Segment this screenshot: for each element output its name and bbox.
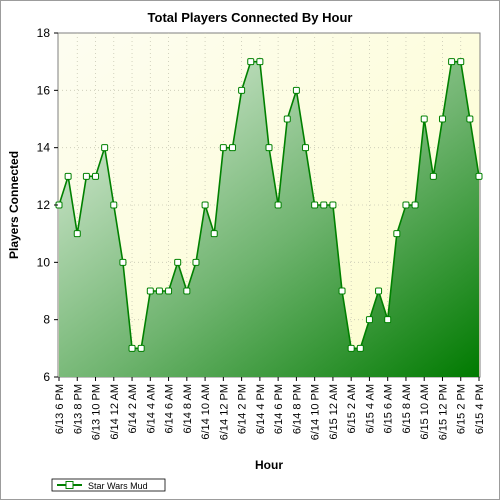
x-tick-label: 6/14 2 PM [237,384,249,434]
data-point-marker [393,230,401,238]
data-point-marker [356,344,364,352]
x-tick-label: 6/13 10 PM [91,384,103,440]
y-tick-label: 12 [37,198,51,212]
legend-marker-swatch [65,481,74,489]
data-point-marker [128,344,136,352]
x-tick-label: 6/15 2 PM [456,384,468,434]
x-tick-label: 6/13 6 PM [54,384,66,434]
x-tick-label: 6/15 6 AM [383,384,395,434]
data-point-marker [101,144,109,152]
data-point-marker [292,86,300,94]
data-point-marker [119,258,127,266]
data-point-marker [73,230,81,238]
x-tick-label: 6/15 2 AM [346,384,358,434]
data-point-marker [155,287,163,295]
data-point-marker [329,201,337,209]
x-tick-label: 6/14 6 AM [164,384,176,434]
x-axis-title: Hour [255,458,283,472]
x-tick-label: 6/14 2 AM [127,384,139,434]
data-point-marker [283,115,291,123]
data-point-marker [320,201,328,209]
data-point-marker [238,86,246,94]
y-tick-label: 10 [37,255,51,269]
legend-label: Star Wars Mud [88,481,148,491]
data-point-marker [219,144,227,152]
y-tick-label: 8 [43,313,50,327]
data-point-marker [384,316,392,324]
data-point-marker [420,115,428,123]
data-point-marker [165,287,173,295]
data-point-marker [448,58,456,66]
x-tick-label: 6/15 12 PM [437,384,449,440]
data-point-marker [192,258,200,266]
data-point-marker [466,115,474,123]
x-tick-label: 6/15 10 AM [419,384,431,440]
x-tick-label: 6/13 8 PM [72,384,84,434]
x-tick-label: 6/14 6 PM [273,384,285,434]
data-point-marker [365,316,373,324]
data-point-marker [92,172,100,180]
data-point-marker [256,58,264,66]
x-tick-label: 6/14 10 PM [310,384,322,440]
data-point-marker [146,287,154,295]
data-point-marker [375,287,383,295]
x-tick-label: 6/14 8 PM [291,384,303,434]
legend: Star Wars Mud [51,478,166,492]
data-point-marker [429,172,437,180]
data-point-marker [438,115,446,123]
x-tick-label: 6/14 10 AM [200,384,212,440]
data-point-marker [210,230,218,238]
data-point-marker [402,201,410,209]
data-point-marker [110,201,118,209]
x-tick-label: 6/14 8 AM [182,384,194,434]
x-tick-label: 6/14 12 AM [109,384,121,440]
x-tick-label: 6/14 4 AM [145,384,157,434]
y-axis-title: Players Connected [7,151,21,259]
series-area-layer [55,58,483,378]
data-point-marker [82,172,90,180]
x-tick-label: 6/14 4 PM [255,384,267,434]
series-area-fill [59,61,479,378]
data-point-marker [274,201,282,209]
data-point-marker [201,201,209,209]
y-tick-label: 16 [37,83,51,97]
data-point-marker [64,172,72,180]
data-point-marker [183,287,191,295]
x-tick-label: 6/15 4 PM [474,384,486,434]
data-point-marker [347,344,355,352]
data-point-marker [265,144,273,152]
data-point-marker [457,58,465,66]
y-tick-label: 6 [43,370,50,384]
legend-box [51,478,166,492]
data-point-marker [247,58,255,66]
data-point-marker [311,201,319,209]
x-tick-label: 6/15 4 AM [364,384,376,434]
y-tick-label: 18 [37,26,51,40]
x-tick-label: 6/15 8 AM [401,384,413,434]
x-tick-label: 6/15 12 AM [328,384,340,440]
x-axis-ticks: 6/13 6 PM 6/13 8 PM 6/13 10 PM 6/14 12 AM 6/… [54,377,486,440]
data-point-marker [302,144,310,152]
chart-title: Total Players Connected By Hour [148,10,353,25]
data-point-marker [174,258,182,266]
y-axis-ticks: 6 8 10 12 14 16 18 [37,26,58,384]
data-point-marker [137,344,145,352]
data-point-marker [338,287,346,295]
data-point-marker [228,144,236,152]
data-point-marker [475,172,483,180]
x-tick-label: 6/14 12 PM [218,384,230,440]
y-tick-label: 14 [37,141,51,155]
data-point-marker [411,201,419,209]
